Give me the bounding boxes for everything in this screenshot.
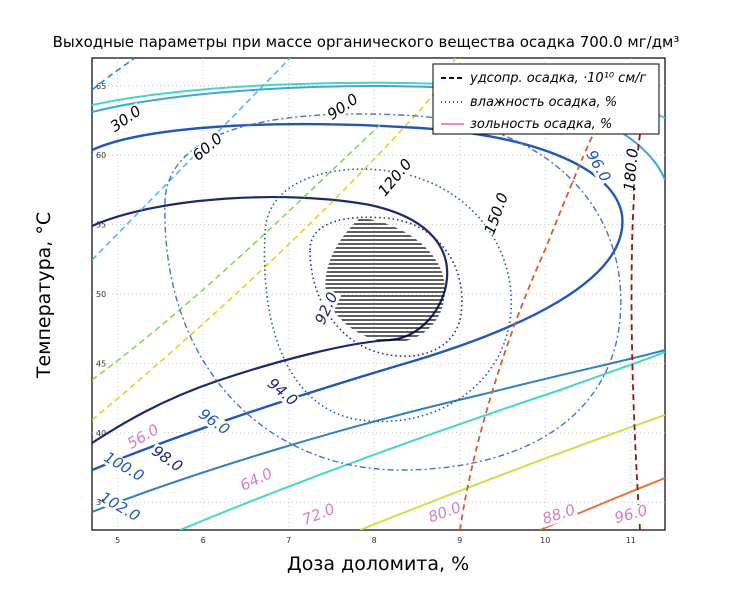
- y-tick-label: 50: [96, 290, 106, 299]
- contour-label-bg: [100, 491, 140, 523]
- grid: [92, 58, 665, 530]
- x-axis-label: Доза доломита, %: [287, 553, 469, 575]
- legend-label-ash: зольность осадка, %: [470, 117, 612, 132]
- y-tick-label: 45: [96, 359, 106, 368]
- legend-box: [432, 63, 660, 135]
- x-tick-label: 10: [540, 536, 550, 545]
- x-tick-label: 8: [372, 536, 377, 545]
- contour-label-bg: [622, 151, 641, 189]
- contour-label-bg: [312, 289, 342, 329]
- contour-label-bg: [104, 451, 144, 483]
- x-tick-label: 6: [201, 536, 206, 545]
- contour-label-bg: [582, 146, 614, 186]
- contour-line: [92, 124, 381, 381]
- contour-label-bg: [483, 194, 510, 234]
- contour-label-bg: [194, 405, 234, 439]
- y-axis-label: Температура, °С: [33, 212, 55, 379]
- y-tick-label: 65: [96, 82, 106, 91]
- x-tick-label: 7: [286, 536, 291, 545]
- contour-line: [92, 58, 291, 261]
- y-tick-labels: 65 60 55 50 45 40 35: [96, 82, 106, 507]
- contour-label-bg: [263, 375, 301, 410]
- contour-label-bg: [106, 102, 146, 136]
- contour-line: [309, 216, 463, 357]
- contour-label-bg: [539, 501, 579, 528]
- y-tick-label: 55: [96, 221, 106, 230]
- chart-title: Выходные параметры при массе органическо…: [53, 33, 680, 51]
- y-tick-label: 35: [96, 498, 106, 507]
- contour-label: 180.0: [620, 147, 642, 191]
- x-tick-label: 11: [626, 536, 636, 545]
- contour-label-bg: [378, 159, 413, 197]
- contour-label-bg: [425, 499, 465, 526]
- contour-line: [164, 113, 622, 471]
- contour-line: [92, 58, 136, 91]
- contour-label-bg: [237, 465, 277, 495]
- contour-label-bg: [147, 442, 187, 476]
- y-tick-label: 40: [96, 429, 106, 438]
- contour-label-bg: [323, 90, 363, 124]
- x-tick-labels: 5 6 7 8 9 10 11: [115, 536, 636, 545]
- legend: удсопр. осадка, ·10¹⁰ см/г влажность оса…: [432, 63, 660, 135]
- x-tick-label: 9: [457, 536, 462, 545]
- contour-line: [359, 414, 665, 530]
- contour-line: [179, 351, 665, 530]
- legend-label-resistance: удсопр. осадка, ·10¹⁰ см/г: [469, 71, 647, 86]
- contour-label-bg: [299, 501, 339, 529]
- contour-label-bg: [123, 421, 163, 453]
- x-tick-label: 5: [115, 536, 120, 545]
- contour-label-bg: [611, 502, 651, 527]
- contour-label-text: 180.0: [620, 147, 642, 191]
- contour-line: [92, 349, 665, 513]
- y-tick-label: 60: [96, 151, 106, 160]
- contour-label-bg: [189, 130, 227, 165]
- legend-label-moisture: влажность осадка, %: [470, 95, 617, 110]
- contour-line: [459, 119, 601, 530]
